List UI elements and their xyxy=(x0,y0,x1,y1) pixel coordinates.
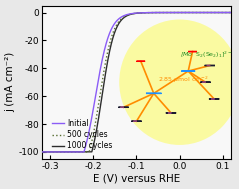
500 cycles xyxy=(153,12,156,14)
Y-axis label: j (mA cm⁻²): j (mA cm⁻²) xyxy=(5,52,16,112)
500 cycles xyxy=(230,11,233,14)
Initial xyxy=(40,151,43,153)
1000 cycles xyxy=(230,11,233,14)
X-axis label: E (V) versus RHE: E (V) versus RHE xyxy=(93,174,180,184)
1000 cycles xyxy=(40,151,43,153)
Initial xyxy=(131,12,134,15)
1000 cycles xyxy=(143,12,146,14)
1000 cycles xyxy=(225,11,228,14)
Initial xyxy=(230,11,233,14)
1000 cycles xyxy=(131,13,134,15)
500 cycles xyxy=(196,11,199,14)
Initial xyxy=(153,12,156,14)
500 cycles xyxy=(143,12,146,14)
Text: 2.85 $\mu$mol cm$^{-2}$: 2.85 $\mu$mol cm$^{-2}$ xyxy=(158,75,209,85)
Text: [Mo  $\mathsf{S_2(Se_2)_1]^{2-}}$: [Mo $\mathsf{S_2(Se_2)_1]^{2-}}$ xyxy=(179,50,232,60)
500 cycles xyxy=(40,151,43,153)
Initial xyxy=(225,11,228,14)
500 cycles xyxy=(225,11,228,14)
Initial xyxy=(130,12,133,15)
1000 cycles xyxy=(196,11,199,14)
Initial xyxy=(196,11,199,14)
1000 cycles xyxy=(153,11,156,14)
Ellipse shape xyxy=(119,19,239,145)
Line: Initial: Initial xyxy=(42,12,231,152)
Line: 1000 cycles: 1000 cycles xyxy=(42,12,231,152)
Line: 500 cycles: 500 cycles xyxy=(42,12,231,152)
500 cycles xyxy=(130,13,133,15)
1000 cycles xyxy=(130,13,133,15)
Legend: Initial, 500 cycles, 1000 cycles: Initial, 500 cycles, 1000 cycles xyxy=(49,116,115,153)
Initial xyxy=(143,12,146,14)
500 cycles xyxy=(131,12,134,15)
